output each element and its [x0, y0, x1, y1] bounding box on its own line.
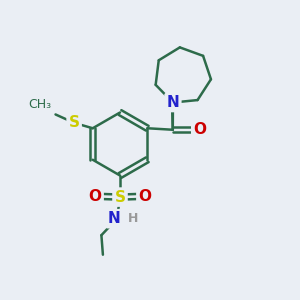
Text: H: H — [128, 212, 138, 225]
Text: N: N — [108, 211, 120, 226]
Text: O: O — [138, 189, 152, 204]
Text: CH₃: CH₃ — [28, 98, 51, 111]
Text: O: O — [193, 122, 206, 137]
Text: S: S — [69, 115, 80, 130]
Text: S: S — [115, 190, 125, 205]
Text: O: O — [88, 189, 102, 204]
Text: N: N — [167, 95, 179, 110]
